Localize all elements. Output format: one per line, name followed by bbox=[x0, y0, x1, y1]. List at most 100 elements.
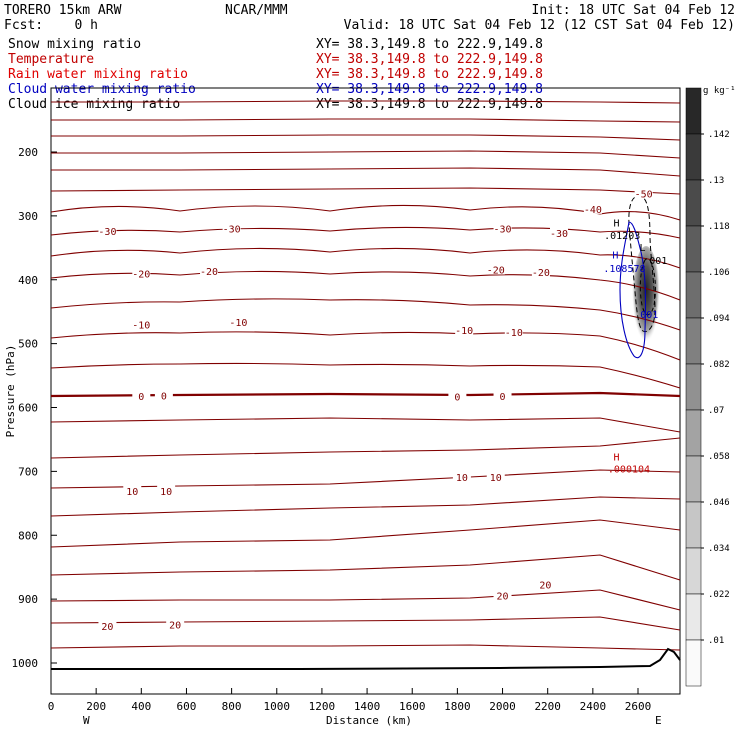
isotherm-line bbox=[50, 417, 681, 433]
isotherm-line bbox=[51, 167, 681, 177]
isotherm-line bbox=[50, 247, 681, 269]
center-name: NCAR/MMM bbox=[225, 3, 288, 18]
legend-xy: XY= 38.3,149.8 to 222.9,149.8 bbox=[316, 67, 543, 82]
colorbar-swatch bbox=[685, 179, 702, 227]
isotherm-line bbox=[50, 554, 681, 581]
colorbar-label: .022 bbox=[708, 590, 730, 600]
contour-label-bg bbox=[531, 266, 550, 278]
y-tick-label: 1000 bbox=[12, 657, 39, 670]
isotherm-line bbox=[51, 150, 681, 159]
x-tick-label: 1200 bbox=[309, 700, 336, 713]
isotherm-line bbox=[50, 496, 681, 517]
colorbar-swatch bbox=[685, 455, 702, 503]
contour-label: 0 bbox=[138, 392, 144, 403]
init-time: Init: 18 UTC Sat 04 Feb 12 bbox=[532, 3, 736, 18]
contour-label-bg bbox=[132, 390, 151, 402]
isotherm-line bbox=[50, 644, 681, 651]
contour-label-bg bbox=[583, 202, 602, 214]
contour-label-bg bbox=[448, 390, 467, 402]
contour-label: 10 bbox=[456, 473, 468, 484]
contour-label-bg bbox=[493, 222, 512, 234]
contour-label: 20 bbox=[539, 580, 551, 591]
contour-label: -10 bbox=[455, 326, 473, 337]
x-tick-label: 1600 bbox=[399, 700, 426, 713]
extremum-label: .108578 bbox=[603, 264, 645, 275]
contour-label-bg bbox=[486, 471, 505, 483]
legend-xy: XY= 38.3,149.8 to 222.9,149.8 bbox=[316, 97, 543, 112]
contour-label: 10 bbox=[126, 487, 138, 498]
contour-label: 0 bbox=[500, 392, 506, 403]
contour-label-bg bbox=[98, 225, 117, 237]
colorbar-label: .046 bbox=[708, 498, 730, 508]
contour-label-bg bbox=[157, 485, 176, 497]
colorbar-label: .034 bbox=[708, 544, 730, 554]
legend-xy: XY= 38.3,149.8 to 222.9,149.8 bbox=[316, 52, 543, 67]
colorbar-swatch bbox=[685, 593, 702, 641]
y-tick-label: 600 bbox=[18, 402, 38, 415]
isotherm-line bbox=[50, 270, 681, 301]
contour-label: -20 bbox=[532, 268, 550, 279]
isotherm-line bbox=[51, 134, 681, 141]
contour-label: 20 bbox=[101, 622, 113, 633]
y-tick-label: 300 bbox=[18, 210, 38, 223]
colorbar-label: .058 bbox=[708, 452, 730, 462]
contour-label: -20 bbox=[132, 269, 150, 280]
x-axis-title: Distance (km) bbox=[326, 714, 412, 727]
contour-label-bg bbox=[229, 315, 248, 327]
forecast-hour: Fcst: 0 h bbox=[4, 18, 98, 33]
colorbar-label: .082 bbox=[708, 360, 730, 370]
colorbar-label: .118 bbox=[708, 222, 730, 232]
isotherm-line bbox=[50, 226, 681, 239]
contour-label-bg bbox=[504, 326, 523, 338]
x-tick-label: 2200 bbox=[534, 700, 561, 713]
x-tick-label: 400 bbox=[131, 700, 151, 713]
x-tick-label: 600 bbox=[177, 700, 197, 713]
contour-label-bg bbox=[536, 578, 555, 590]
contour-label: -30 bbox=[223, 225, 241, 236]
contour-label-bg bbox=[154, 389, 173, 401]
isotherm-line bbox=[50, 589, 681, 611]
colorbar-swatch bbox=[685, 501, 702, 549]
contour-label: -50 bbox=[635, 190, 653, 201]
colorbar-swatch bbox=[685, 317, 702, 365]
contour-label-bg bbox=[166, 618, 185, 630]
legend-label: Temperature bbox=[8, 52, 94, 67]
legend-label: Cloud ice mixing ratio bbox=[8, 97, 180, 112]
colorbar-label: .106 bbox=[708, 268, 730, 278]
contour-label: 20 bbox=[497, 591, 509, 602]
contour-label-bg bbox=[634, 187, 653, 199]
colorbar-swatch bbox=[685, 547, 702, 595]
contour-label-bg bbox=[200, 264, 219, 276]
y-axis-title: Pressure (hPa) bbox=[4, 345, 17, 438]
contour-label-bg bbox=[132, 318, 151, 330]
y-tick-label: 700 bbox=[18, 465, 38, 478]
contour-label: 10 bbox=[160, 487, 172, 498]
y-axis: 200 300 400 500 600 700 800 900 1000 bbox=[12, 146, 57, 670]
contour-label-bg bbox=[549, 227, 568, 239]
legend-label: Rain water mixing ratio bbox=[8, 67, 188, 82]
contour-label-bg bbox=[123, 485, 142, 497]
x-tick-label: 2600 bbox=[625, 700, 652, 713]
x-tick-label: 0 bbox=[48, 700, 55, 713]
x-tick-label: 1800 bbox=[444, 700, 471, 713]
extremum-label: L bbox=[639, 243, 645, 254]
colorbar-swatch bbox=[685, 639, 702, 687]
contour-label: -10 bbox=[229, 318, 247, 329]
contour-label: -10 bbox=[505, 328, 523, 339]
contour-label-bg bbox=[222, 222, 241, 234]
isotherm-line bbox=[50, 519, 681, 548]
colorbar-swatch bbox=[685, 363, 702, 411]
east-end-label: E bbox=[655, 714, 662, 727]
legend-label: Cloud water mixing ratio bbox=[8, 82, 196, 97]
colorbar-label: .07 bbox=[708, 406, 724, 416]
extremum-label: 001 bbox=[649, 256, 667, 267]
contour-labels: -50 -40 -30 -30 -30 -30 -20 -20 -20 -20 -10 -10 -10 -… bbox=[98, 187, 653, 633]
contour-label: -40 bbox=[584, 205, 602, 216]
plot-frame bbox=[50, 87, 681, 695]
contour-label: -30 bbox=[550, 229, 568, 240]
x-axis: 0 200 400 600 800 1000 1200 1400 1600 1800 2000 220… bbox=[48, 688, 652, 713]
colorbar-swatch bbox=[685, 133, 702, 181]
contour-label-bg bbox=[486, 263, 505, 275]
